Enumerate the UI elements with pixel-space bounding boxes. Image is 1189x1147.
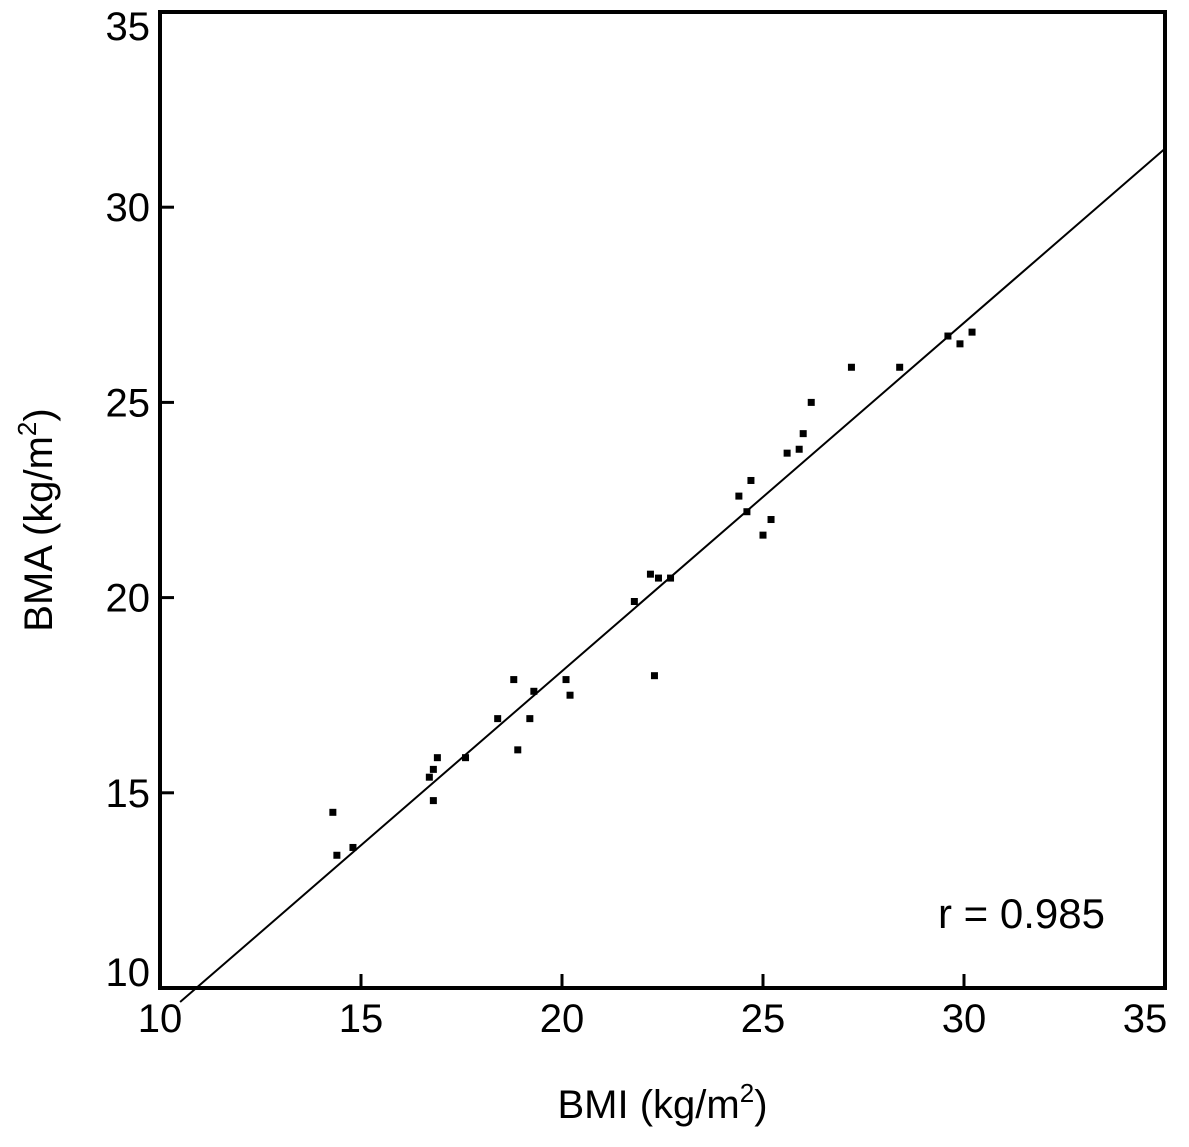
x-tick-label-35: 35 xyxy=(1123,997,1168,1041)
y-axis-ticks: 10 15 20 25 30 35 xyxy=(106,5,174,995)
x-tick-label-20: 20 xyxy=(540,997,585,1041)
data-point-1 xyxy=(333,851,341,859)
data-point-13 xyxy=(562,676,570,684)
data-point-31 xyxy=(944,332,952,340)
y-axis-title: BMA (kg/m2) xyxy=(12,408,61,631)
data-point-0 xyxy=(329,808,337,816)
y-tick-label-15: 15 xyxy=(106,772,151,816)
data-points xyxy=(329,328,976,859)
data-point-11 xyxy=(526,715,534,723)
data-point-4 xyxy=(429,765,437,773)
data-point-20 xyxy=(735,492,743,500)
correlation-annotation: r = 0.985 xyxy=(938,890,1105,937)
plot-area: 10 15 20 25 30 35 10 15 20 25 30 35 xyxy=(106,5,1168,1041)
x-tick-label-15: 15 xyxy=(339,997,384,1041)
data-point-18 xyxy=(654,574,662,582)
data-point-27 xyxy=(799,430,807,438)
x-axis-title-sup: 2 xyxy=(740,1078,754,1108)
x-tick-label-10: 10 xyxy=(138,997,183,1041)
data-point-30 xyxy=(896,363,904,371)
x-tick-label-25: 25 xyxy=(741,997,786,1041)
data-point-25 xyxy=(783,449,791,457)
y-axis-title-sup: 2 xyxy=(12,422,42,436)
data-point-21 xyxy=(743,508,751,516)
data-point-6 xyxy=(429,797,437,805)
y-axis-title-text: BMA (kg/m xyxy=(17,436,61,632)
data-point-16 xyxy=(646,570,654,578)
data-point-7 xyxy=(462,754,470,762)
data-point-9 xyxy=(510,676,518,684)
x-axis-title: BMI (kg/m2) xyxy=(557,1078,767,1127)
data-point-15 xyxy=(630,598,638,606)
data-point-5 xyxy=(433,754,441,762)
data-point-14 xyxy=(566,691,574,699)
data-point-23 xyxy=(759,531,767,539)
data-point-26 xyxy=(795,445,803,453)
data-point-33 xyxy=(968,328,976,336)
data-point-17 xyxy=(650,672,658,680)
x-axis-ticks: 10 15 20 25 30 35 xyxy=(138,974,1168,1041)
y-tick-label-10: 10 xyxy=(106,951,151,995)
y-tick-label-25: 25 xyxy=(106,381,151,425)
y-tick-label-35: 35 xyxy=(106,5,151,49)
y-tick-label-20: 20 xyxy=(106,577,151,621)
data-point-2 xyxy=(349,843,357,851)
data-point-22 xyxy=(747,476,755,484)
data-point-12 xyxy=(530,687,538,695)
y-axis-title-close: ) xyxy=(17,408,61,421)
plot-frame xyxy=(158,10,1167,990)
data-point-24 xyxy=(767,516,775,524)
data-point-3 xyxy=(425,773,433,781)
data-point-29 xyxy=(847,363,855,371)
data-point-8 xyxy=(494,715,502,723)
x-axis-title-text: BMI (kg/m xyxy=(557,1083,739,1127)
data-point-32 xyxy=(956,340,964,348)
y-tick-label-30: 30 xyxy=(106,186,151,230)
data-point-19 xyxy=(667,574,675,582)
data-point-10 xyxy=(514,746,522,754)
x-axis-title-close: ) xyxy=(754,1083,767,1127)
x-tick-label-30: 30 xyxy=(942,997,987,1041)
data-point-28 xyxy=(807,398,815,406)
